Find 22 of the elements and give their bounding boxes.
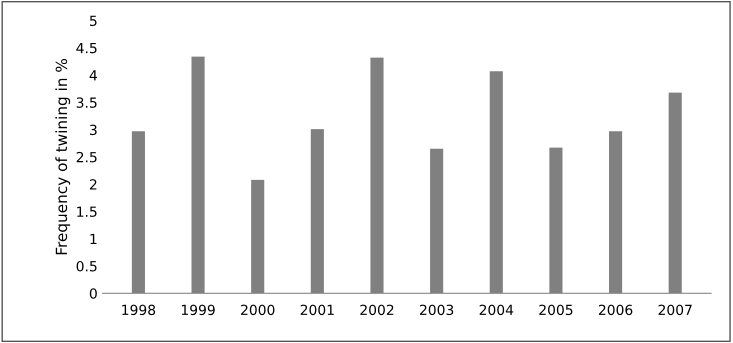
y-tick-label: 2.5 <box>76 152 97 162</box>
x-tick-label: 2000 <box>241 304 274 316</box>
y-tick-label: 2 <box>90 179 96 190</box>
y-tick-label: 3 <box>90 124 97 136</box>
y-tick-label: 1 <box>90 234 96 244</box>
y-tick-label: 0 <box>90 288 97 299</box>
y-tick-label: 0.5 <box>76 260 97 272</box>
x-tick-label: 2003 <box>420 304 454 316</box>
x-tick-label: 1999 <box>182 304 215 316</box>
x-tick-label: 2007 <box>658 304 692 316</box>
x-tick-label: 2005 <box>539 304 572 316</box>
x-tick-label: 1998 <box>122 304 156 316</box>
y-tick-label: 3.5 <box>76 97 97 108</box>
x-tick-label: 2002 <box>360 304 394 316</box>
x-tick-label: 2001 <box>300 304 334 316</box>
x-tick-label: 2006 <box>598 304 632 316</box>
x-tick-label: 2004 <box>480 304 514 316</box>
y-tick-label: 4 <box>90 70 97 80</box>
y-tick-label: 1.5 <box>77 206 97 217</box>
y-tick-label: 5 <box>90 16 97 26</box>
y-axis-title: Frequency of twining in % <box>55 58 70 254</box>
y-tick-label: 4.5 <box>76 43 97 54</box>
